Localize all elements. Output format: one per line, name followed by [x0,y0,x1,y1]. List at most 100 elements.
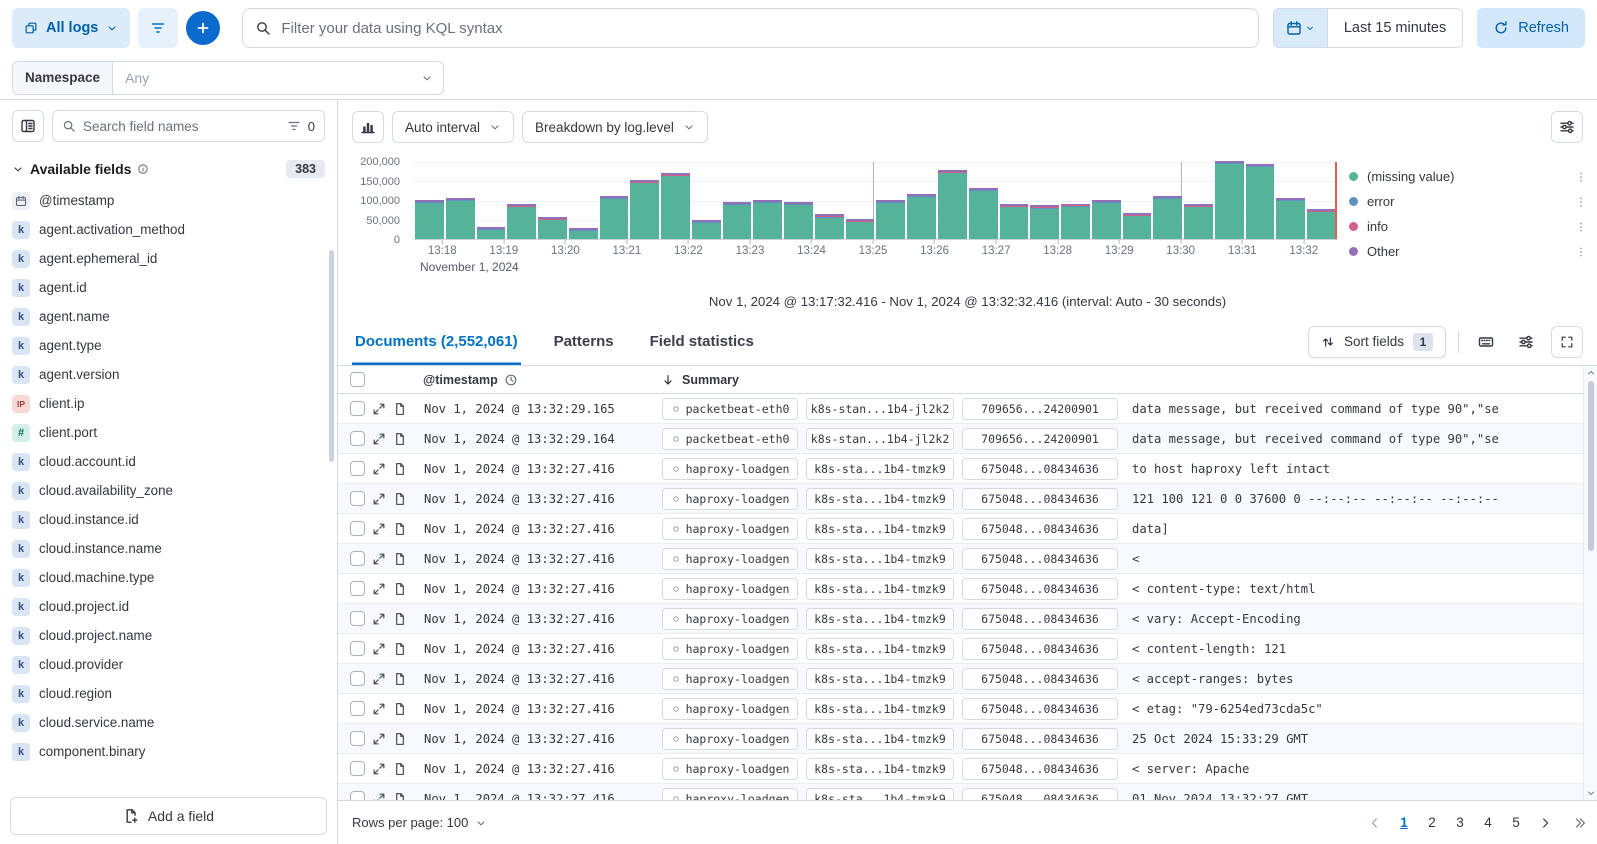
histogram-bar[interactable] [1030,205,1060,239]
service-badge[interactable]: haproxy-loadgen [662,577,798,600]
histogram-bar[interactable] [1245,163,1275,239]
tab-patterns[interactable]: Patterns [551,318,617,365]
view-document-icon[interactable] [393,762,407,776]
table-row[interactable]: Nov 1, 2024 @ 13:32:27.416 haproxy-loadge… [338,784,1597,800]
legend-item[interactable]: error [1349,189,1587,214]
scrollbar-track[interactable] [1584,378,1597,788]
host-badge[interactable]: k8s-stan...1b4-jl2k2 [806,427,954,450]
page-button-4[interactable]: 4 [1475,808,1501,838]
host-badge[interactable]: k8s-sta...1b4-tmzk9 [806,757,954,780]
table-row[interactable]: Nov 1, 2024 @ 13:32:27.416 haproxy-loadge… [338,574,1597,604]
histogram-bar[interactable] [938,170,967,239]
host-badge[interactable]: k8s-sta...1b4-tmzk9 [806,607,954,630]
histogram-bar[interactable] [476,226,506,239]
histogram-bar[interactable] [599,195,629,239]
legend-menu-icon[interactable] [1575,196,1587,208]
field-item[interactable]: k cloud.project.name [0,621,337,650]
trace-badge[interactable]: 709656...24200901 [962,397,1118,420]
host-badge[interactable]: k8s-sta...1b4-tmzk9 [806,457,954,480]
histogram-bar[interactable] [1153,195,1183,239]
last-page-icon[interactable] [1573,816,1587,830]
row-checkbox[interactable] [350,461,365,476]
service-badge[interactable]: haproxy-loadgen [662,517,798,540]
histogram-bar[interactable] [784,201,813,239]
expand-row-icon[interactable] [372,582,386,596]
row-checkbox[interactable] [350,671,365,686]
field-item[interactable]: k cloud.project.id [0,592,337,621]
histogram-bar[interactable] [507,204,537,239]
page-button-3[interactable]: 3 [1447,808,1473,838]
page-button-5[interactable]: 5 [1503,808,1529,838]
trace-badge[interactable]: 675048...08434636 [962,787,1118,800]
host-badge[interactable]: k8s-sta...1b4-tmzk9 [806,547,954,570]
service-badge[interactable]: haproxy-loadgen [662,607,798,630]
field-item[interactable]: k agent.name [0,302,337,331]
row-checkbox[interactable] [350,641,365,656]
field-item[interactable]: k cloud.region [0,679,337,708]
service-badge[interactable]: haproxy-loadgen [662,487,798,510]
expand-row-icon[interactable] [372,672,386,686]
histogram-bar[interactable] [968,187,998,239]
service-badge[interactable]: haproxy-loadgen [662,787,798,800]
histogram-bar[interactable] [876,199,906,239]
field-item[interactable]: k agent.type [0,331,337,360]
available-fields-header[interactable]: Available fields 383 [0,148,337,186]
expand-row-icon[interactable] [372,642,386,656]
sort-fields-button[interactable]: Sort fields 1 [1307,325,1446,358]
row-checkbox[interactable] [350,761,365,776]
legend-menu-icon[interactable] [1575,171,1587,183]
add-field-button[interactable]: Add a field [10,797,327,835]
view-document-icon[interactable] [393,642,407,656]
scroll-down-icon[interactable] [1586,788,1596,798]
field-search-input[interactable] [83,118,280,134]
chart-settings-button[interactable] [1551,111,1583,143]
service-badge[interactable]: haproxy-loadgen [662,457,798,480]
chart-visibility-button[interactable] [352,111,384,143]
table-row[interactable]: Nov 1, 2024 @ 13:32:27.416 haproxy-loadge… [338,634,1597,664]
histogram-bar[interactable] [415,199,444,239]
host-badge[interactable]: k8s-sta...1b4-tmzk9 [806,787,954,800]
next-page-button[interactable] [1531,808,1559,838]
filter-button[interactable] [138,8,179,48]
view-document-icon[interactable] [393,402,407,416]
histogram-bar[interactable] [1307,209,1336,239]
trace-badge[interactable]: 675048...08434636 [962,547,1118,570]
tab-documents[interactable]: Documents (2,552,061) [352,318,521,365]
expand-row-icon[interactable] [372,732,386,746]
view-document-icon[interactable] [393,672,407,686]
field-item[interactable]: k agent.ephemeral_id [0,244,337,273]
legend-menu-icon[interactable] [1575,221,1587,233]
service-badge[interactable]: packetbeat-eth0 [662,427,798,450]
scrollbar-thumb[interactable] [1588,381,1594,551]
host-badge[interactable]: k8s-sta...1b4-tmzk9 [806,577,954,600]
service-badge[interactable]: haproxy-loadgen [662,757,798,780]
add-filter-button[interactable] [186,11,221,45]
field-item[interactable]: k cloud.account.id [0,447,337,476]
trace-badge[interactable]: 675048...08434636 [962,637,1118,660]
view-document-icon[interactable] [393,732,407,746]
histogram-bar[interactable] [907,193,937,239]
histogram-bar[interactable] [568,227,598,239]
expand-row-icon[interactable] [372,762,386,776]
row-checkbox[interactable] [350,431,365,446]
refresh-button[interactable]: Refresh [1477,8,1585,48]
trace-badge[interactable]: 709656...24200901 [962,427,1118,450]
histogram-bar[interactable] [538,217,567,239]
view-document-icon[interactable] [393,792,407,800]
expand-row-icon[interactable] [372,522,386,536]
previous-page-button[interactable] [1361,808,1389,838]
view-document-icon[interactable] [393,462,407,476]
host-badge[interactable]: k8s-sta...1b4-tmzk9 [806,487,954,510]
histogram-bar[interactable] [1091,199,1121,239]
histogram-bar[interactable] [630,180,660,239]
field-item[interactable]: k cloud.machine.type [0,563,337,592]
rows-per-page-button[interactable]: Rows per page: 100 [352,815,487,830]
histogram-bar[interactable] [722,201,752,239]
row-checkbox[interactable] [350,731,365,746]
legend-item[interactable]: info [1349,214,1587,239]
expand-row-icon[interactable] [372,792,386,800]
view-document-icon[interactable] [393,492,407,506]
legend-item[interactable]: (missing value) [1349,164,1587,189]
histogram-bar[interactable] [1276,197,1306,239]
field-item[interactable]: k agent.version [0,360,337,389]
